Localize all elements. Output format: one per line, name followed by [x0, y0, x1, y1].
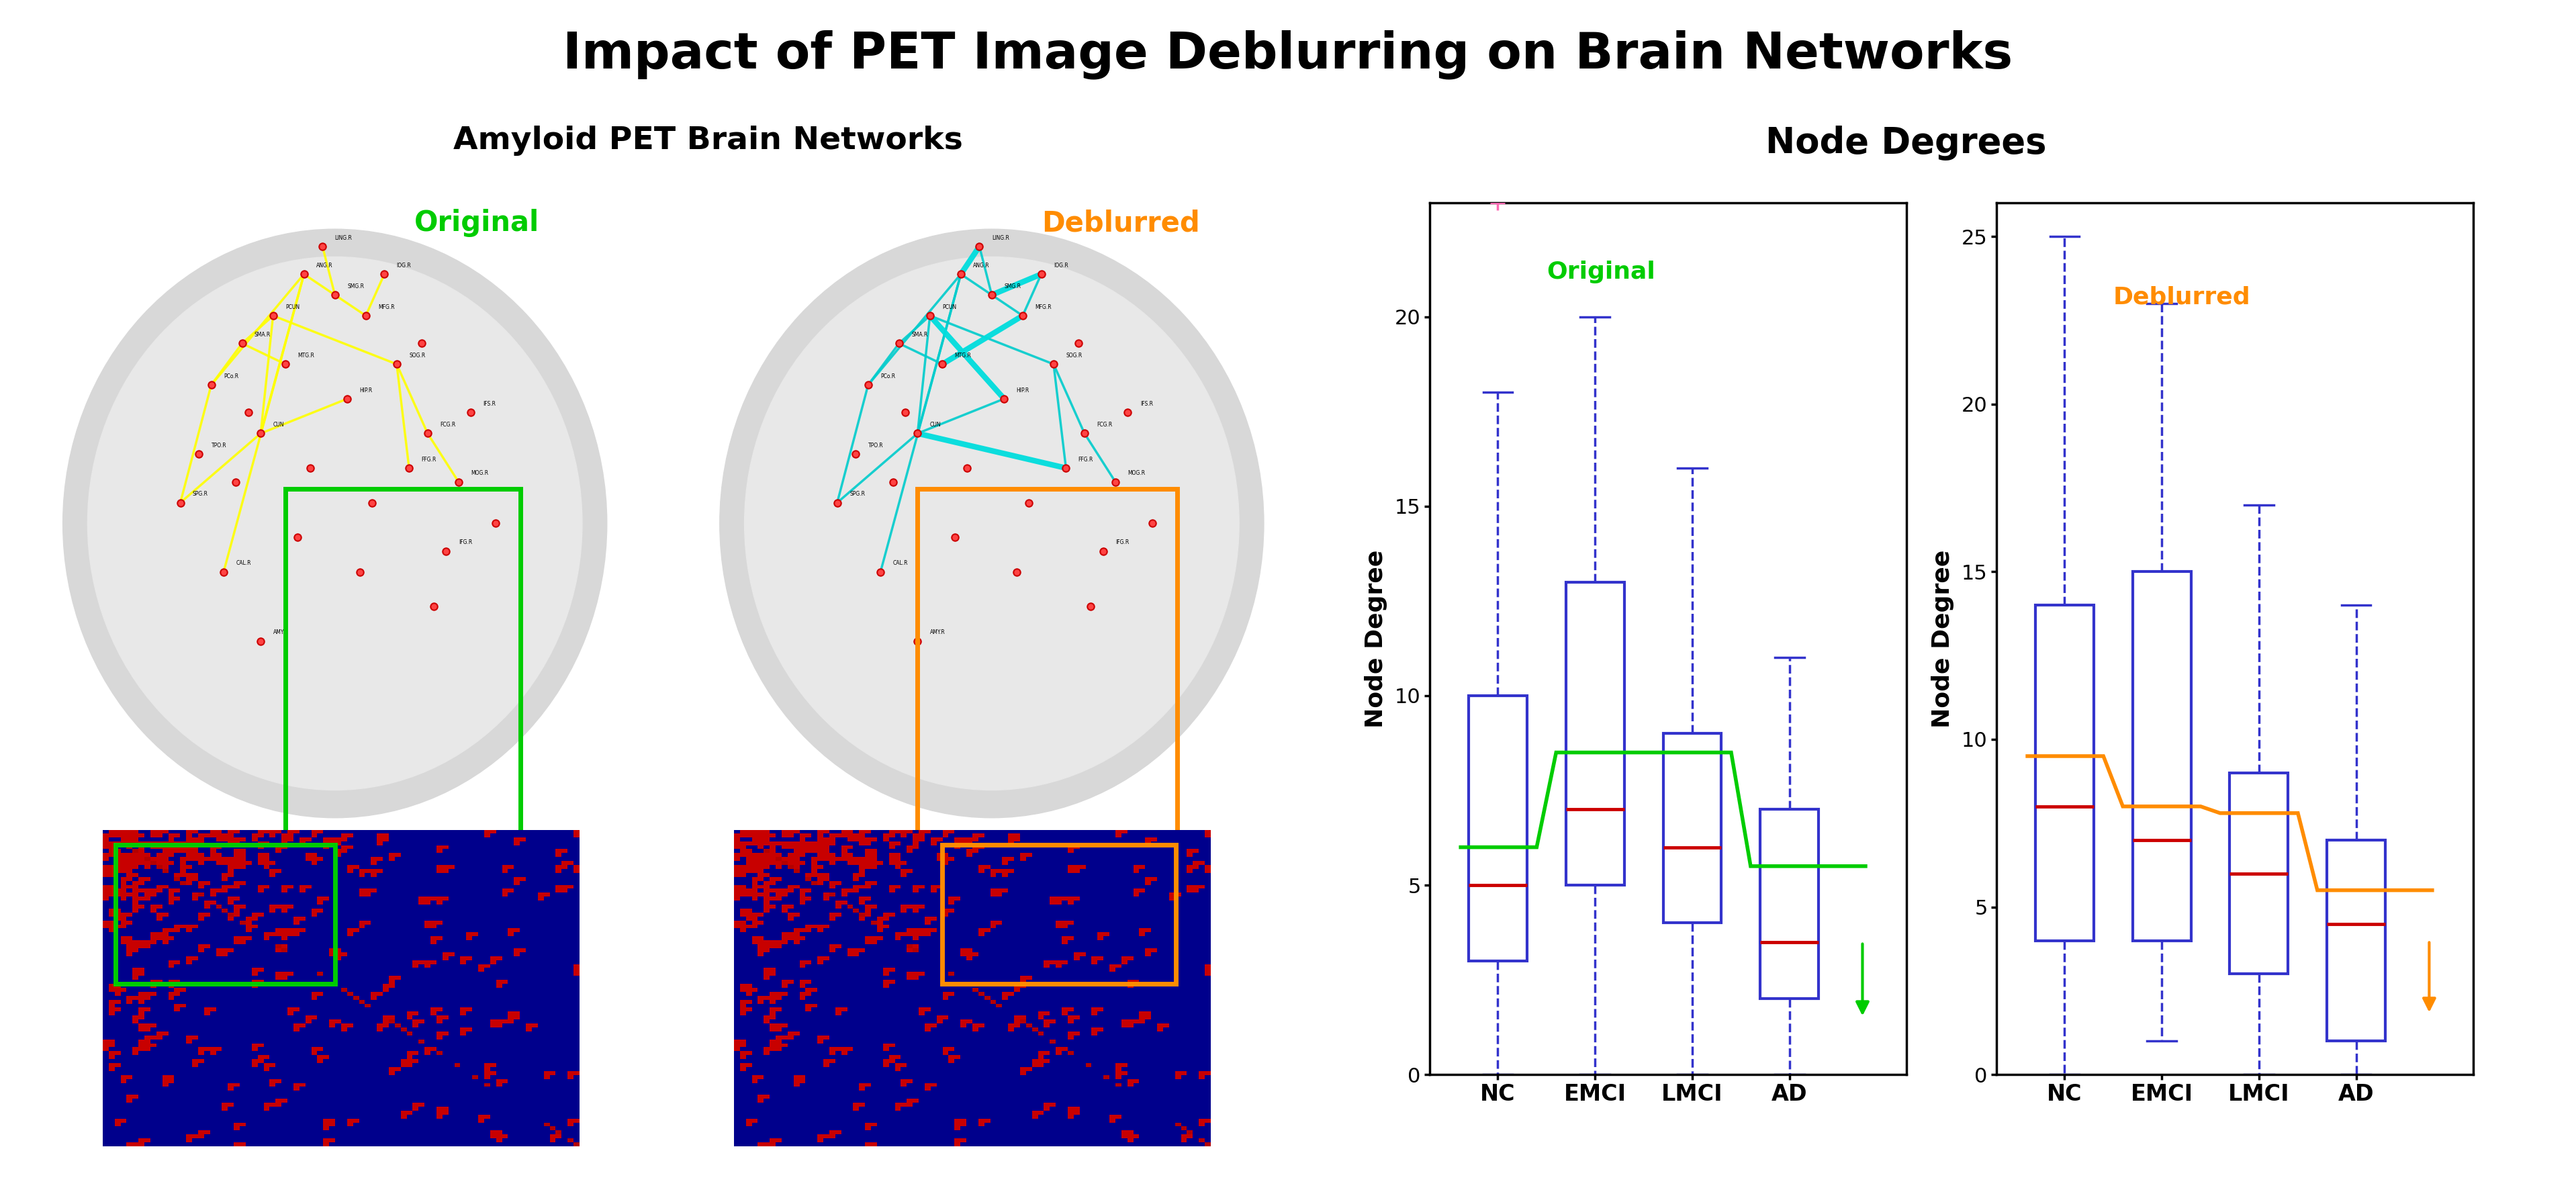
Y-axis label: Node Degree: Node Degree	[1932, 549, 1955, 728]
Text: CUN: CUN	[273, 421, 283, 427]
Text: FFG.R: FFG.R	[1079, 456, 1092, 462]
Bar	[116, 844, 335, 984]
Text: PCUN: PCUN	[943, 304, 956, 310]
Text: Deblurred: Deblurred	[2112, 285, 2251, 308]
PathPatch shape	[1566, 581, 1625, 885]
Text: PCo.R: PCo.R	[224, 374, 240, 380]
Text: MOG.R: MOG.R	[1128, 470, 1146, 476]
Text: MTG.R: MTG.R	[956, 352, 971, 358]
Text: LING.R: LING.R	[992, 235, 1010, 241]
Text: IFG.R: IFG.R	[459, 540, 471, 546]
Text: IFG.R: IFG.R	[1115, 540, 1128, 546]
Text: SMA.R: SMA.R	[912, 332, 927, 338]
Ellipse shape	[744, 257, 1239, 790]
Text: CAL.R: CAL.R	[237, 560, 250, 566]
Text: Impact of PET Image Deblurring on Brain Networks: Impact of PET Image Deblurring on Brain …	[564, 30, 2012, 79]
Bar	[917, 488, 1177, 849]
Text: SOG.R: SOG.R	[410, 352, 425, 358]
Text: SOG.R: SOG.R	[1066, 352, 1082, 358]
Text: Original: Original	[415, 209, 538, 238]
PathPatch shape	[2035, 605, 2094, 941]
Text: PCUN: PCUN	[286, 304, 299, 310]
Text: IFS.R: IFS.R	[1141, 401, 1154, 407]
Text: SMG.R: SMG.R	[1005, 283, 1020, 289]
Bar	[943, 844, 1175, 984]
PathPatch shape	[1664, 733, 1721, 923]
Text: FCG.R: FCG.R	[1097, 421, 1113, 427]
Text: Node Degrees: Node Degrees	[1765, 125, 2048, 160]
Bar	[286, 488, 520, 849]
Text: IOG.R: IOG.R	[397, 263, 412, 269]
Text: AMY.R: AMY.R	[930, 629, 945, 635]
Text: Deblurred: Deblurred	[1041, 209, 1200, 238]
Text: SMA.R: SMA.R	[255, 332, 270, 338]
Text: SPG.R: SPG.R	[850, 491, 866, 497]
PathPatch shape	[2133, 572, 2192, 941]
PathPatch shape	[1759, 810, 1819, 999]
PathPatch shape	[1468, 696, 1528, 961]
Text: CAL.R: CAL.R	[894, 560, 907, 566]
Text: TPO.R: TPO.R	[211, 443, 227, 449]
Text: MTG.R: MTG.R	[299, 352, 314, 358]
Text: SMG.R: SMG.R	[348, 283, 363, 289]
Text: ANG.R: ANG.R	[317, 263, 332, 269]
Ellipse shape	[719, 229, 1265, 818]
Text: Amyloid PET Brain Networks: Amyloid PET Brain Networks	[453, 125, 963, 155]
Text: IFS.R: IFS.R	[484, 401, 497, 407]
PathPatch shape	[2326, 839, 2385, 1041]
Y-axis label: Node Degree: Node Degree	[1365, 549, 1388, 728]
Text: ANG.R: ANG.R	[974, 263, 989, 269]
Text: PCo.R: PCo.R	[881, 374, 896, 380]
Text: MFG.R: MFG.R	[1036, 304, 1051, 310]
Text: Original: Original	[1546, 260, 1654, 283]
Text: FCG.R: FCG.R	[440, 421, 456, 427]
Text: AMY.R: AMY.R	[273, 629, 289, 635]
Ellipse shape	[88, 257, 582, 790]
Text: SPG.R: SPG.R	[193, 491, 209, 497]
Text: MFG.R: MFG.R	[379, 304, 394, 310]
Text: MOG.R: MOG.R	[471, 470, 489, 476]
Text: IOG.R: IOG.R	[1054, 263, 1069, 269]
PathPatch shape	[2231, 773, 2287, 974]
Text: FFG.R: FFG.R	[422, 456, 435, 462]
Text: HIP.R: HIP.R	[1018, 387, 1030, 393]
Text: HIP.R: HIP.R	[361, 387, 374, 393]
Text: TPO.R: TPO.R	[868, 443, 884, 449]
Ellipse shape	[62, 229, 608, 818]
Text: LING.R: LING.R	[335, 235, 353, 241]
Text: CUN: CUN	[930, 421, 940, 427]
